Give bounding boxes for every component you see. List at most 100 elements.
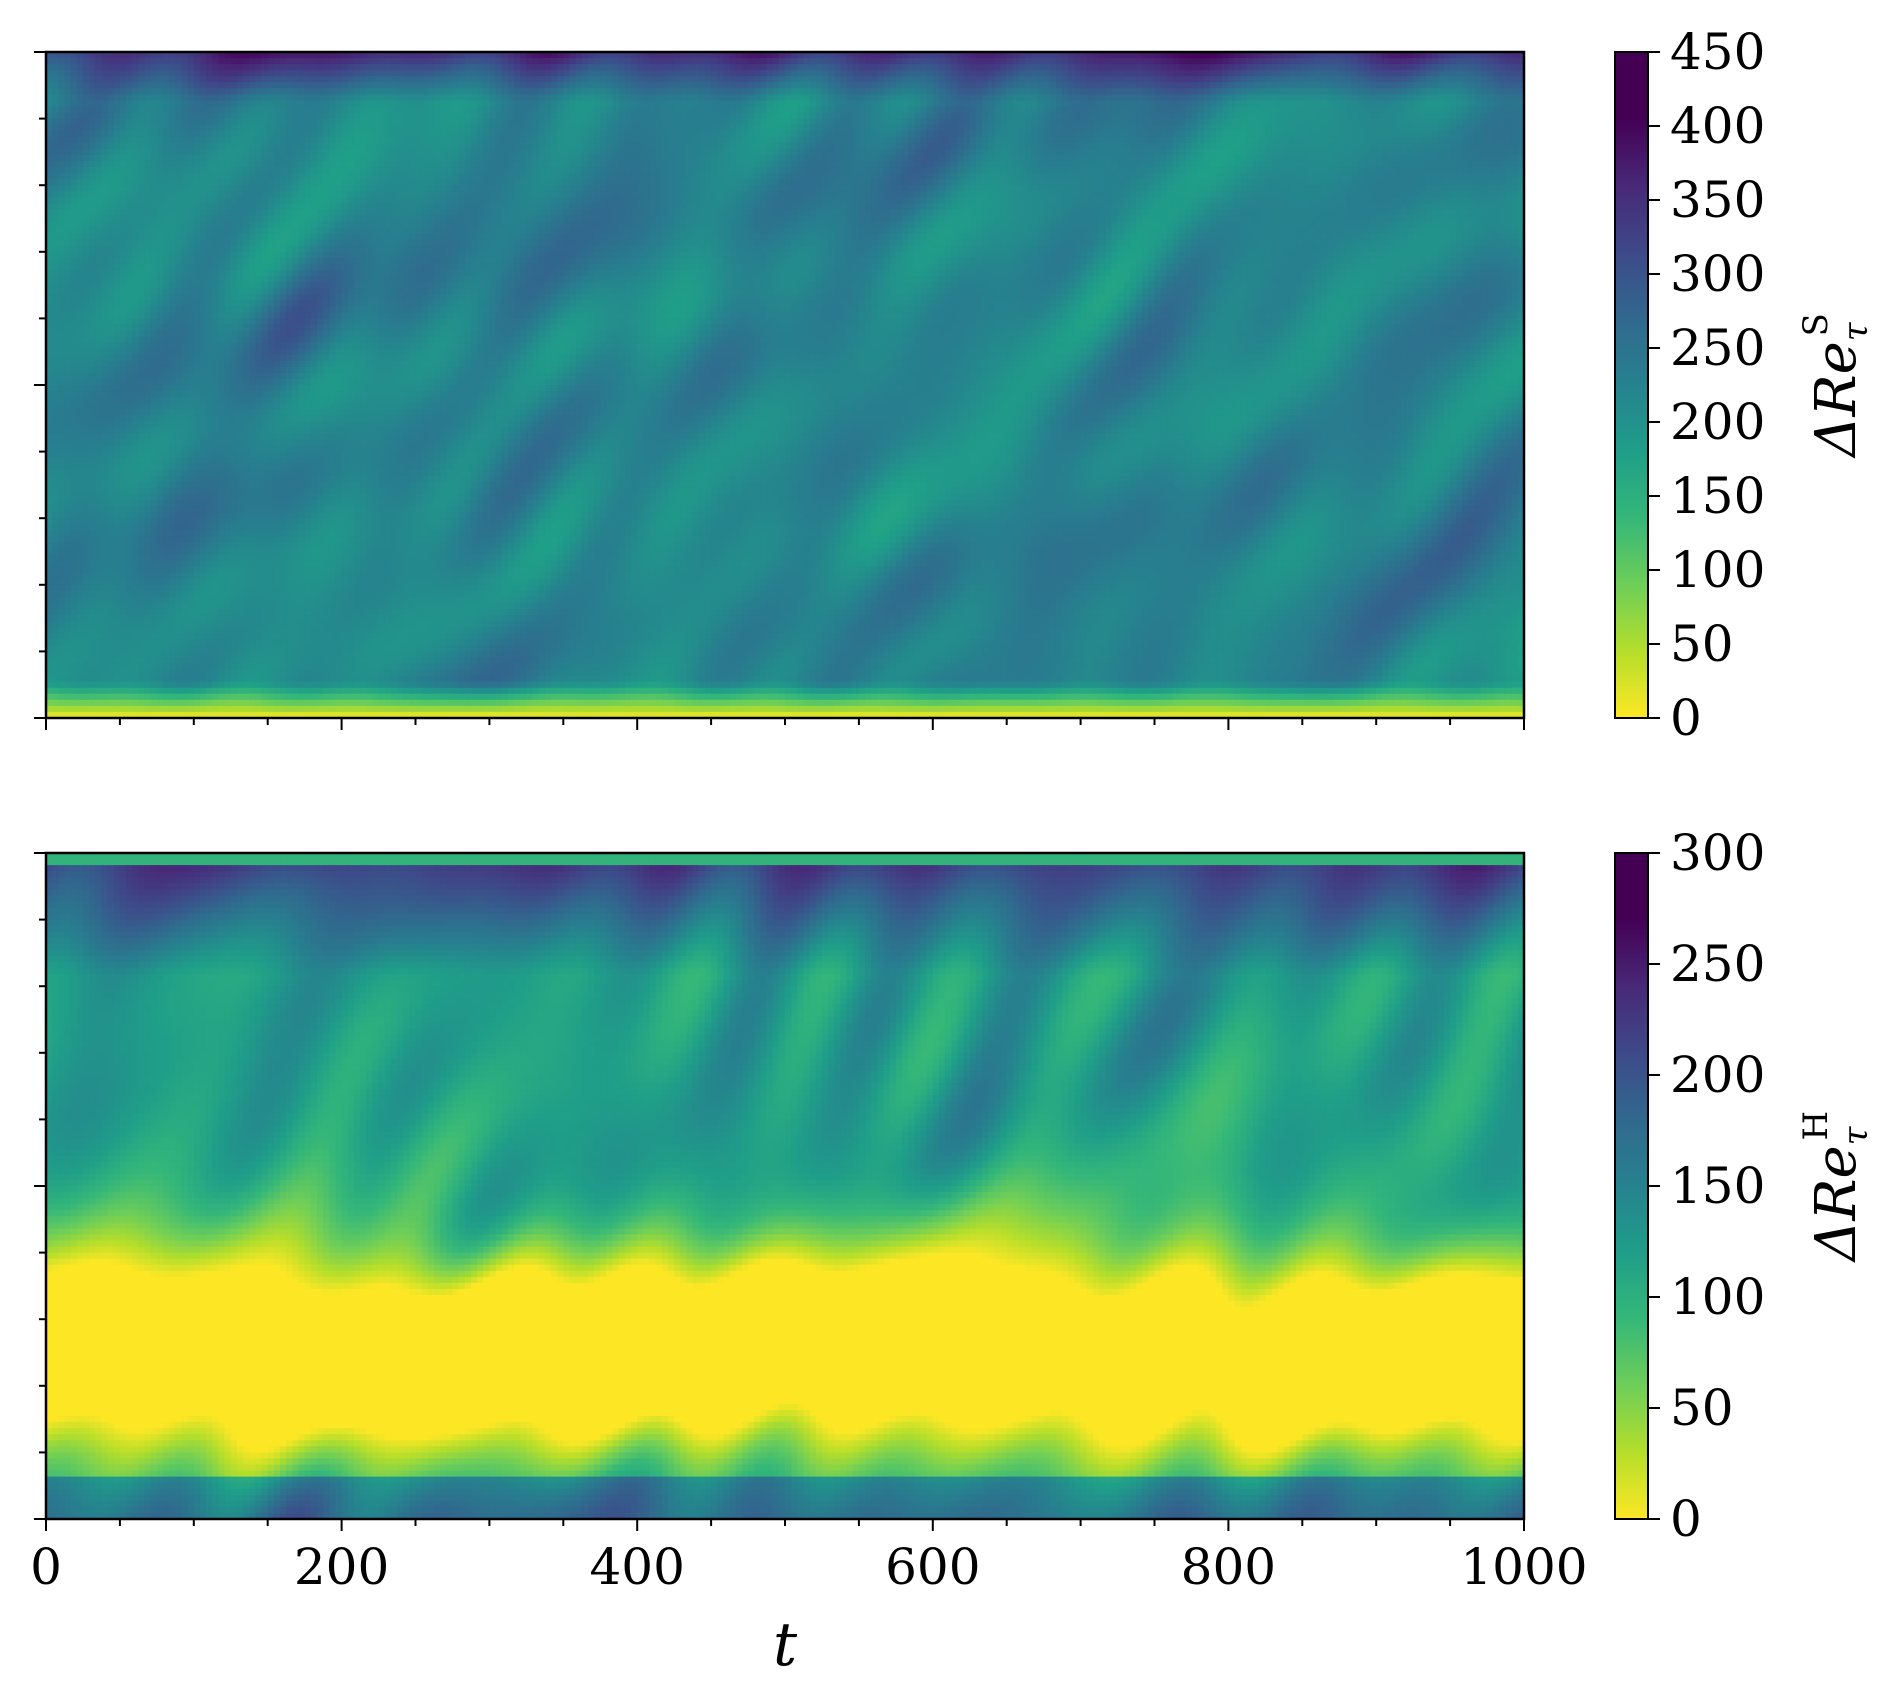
heatmap-cell <box>840 155 847 162</box>
heatmap-cell <box>1345 100 1352 107</box>
heatmap-cell <box>551 88 558 95</box>
heatmap-cell <box>1124 119 1131 126</box>
heatmap-cell <box>1081 119 1088 126</box>
heatmap-cell <box>1333 82 1340 89</box>
heatmap-cell <box>650 76 657 83</box>
top-heatmap-panel <box>34 52 1525 730</box>
heatmap-cell <box>970 137 977 144</box>
heatmap-cell <box>1050 94 1057 101</box>
heatmap-cell <box>1087 161 1094 168</box>
heatmap-cell <box>1315 131 1322 138</box>
heatmap-cell <box>1210 143 1217 150</box>
heatmap-cell <box>908 106 915 113</box>
heatmap-cell <box>489 58 496 65</box>
heatmap-cell <box>120 64 127 71</box>
heatmap-cell <box>391 119 398 126</box>
heatmap-cell <box>1284 76 1291 83</box>
heatmap-cell <box>83 149 90 156</box>
heatmap-cell <box>446 113 453 120</box>
heatmap-cell <box>385 88 392 95</box>
heatmap-cell <box>1389 161 1396 168</box>
heatmap-cell <box>1025 70 1032 77</box>
heatmap-cell <box>1389 94 1396 101</box>
heatmap-cell <box>1419 167 1426 174</box>
heatmap-cell <box>1068 58 1075 65</box>
heatmap-cell <box>1308 64 1315 71</box>
heatmap-cell <box>1352 149 1359 156</box>
heatmap-cell <box>489 100 496 107</box>
heatmap-cell <box>1216 137 1223 144</box>
heatmap-cell <box>175 125 182 132</box>
heatmap-cell <box>613 82 620 89</box>
heatmap-cell <box>114 106 121 113</box>
heatmap-cell <box>212 82 219 89</box>
heatmap-cell <box>416 64 423 71</box>
heatmap-cell <box>169 76 176 83</box>
heatmap-cell <box>58 70 65 77</box>
heatmap-cell <box>225 113 232 120</box>
heatmap-cell <box>1253 125 1260 132</box>
heatmap-cell <box>982 119 989 126</box>
heatmap-cell <box>403 155 410 162</box>
heatmap-cell <box>175 106 182 113</box>
heatmap-cell <box>588 82 595 89</box>
heatmap-cell <box>970 76 977 83</box>
heatmap-cell <box>588 94 595 101</box>
heatmap-cell <box>1247 131 1254 138</box>
heatmap-cell <box>717 64 724 71</box>
heatmap-cell <box>686 125 693 132</box>
heatmap-cell <box>810 64 817 71</box>
heatmap-cell <box>52 143 59 150</box>
heatmap-cell <box>1105 119 1112 126</box>
heatmap-cell <box>1093 113 1100 120</box>
heatmap-cell <box>582 149 589 156</box>
heatmap-cell <box>884 137 891 144</box>
heatmap-cell <box>1469 70 1476 77</box>
heatmap-cell <box>1056 88 1063 95</box>
heatmap-cell <box>803 149 810 156</box>
heatmap-cell <box>58 161 65 168</box>
heatmap-cell <box>533 149 540 156</box>
heatmap-cell <box>822 58 829 65</box>
heatmap-cell <box>1037 82 1044 89</box>
heatmap-cell <box>988 58 995 65</box>
heatmap-cell <box>120 161 127 168</box>
heatmap-cell <box>982 131 989 138</box>
heatmap-cell <box>64 106 71 113</box>
heatmap-cell <box>1118 119 1125 126</box>
heatmap-cell <box>403 143 410 150</box>
heatmap-cell <box>613 161 620 168</box>
heatmap-cell <box>151 94 158 101</box>
heatmap-cell <box>323 173 330 180</box>
heatmap-cell <box>71 113 78 120</box>
heatmap-cell <box>255 70 262 77</box>
heatmap-cell <box>305 94 312 101</box>
heatmap-cell <box>348 94 355 101</box>
heatmap-cell <box>582 64 589 71</box>
heatmap-cell <box>988 137 995 144</box>
heatmap-cell <box>853 137 860 144</box>
heatmap-cell <box>613 88 620 95</box>
heatmap-cell <box>71 155 78 162</box>
heatmap-cell <box>1179 161 1186 168</box>
heatmap-cell <box>625 58 632 65</box>
heatmap-cell <box>403 131 410 138</box>
heatmap-cell <box>656 88 663 95</box>
heatmap-cell <box>1265 143 1272 150</box>
heatmap-cell <box>1056 119 1063 126</box>
heatmap-cell <box>1278 161 1285 168</box>
heatmap-cell <box>754 88 761 95</box>
heatmap-cell <box>1148 58 1155 65</box>
heatmap-cell <box>1352 106 1359 113</box>
heatmap-cell <box>625 149 632 156</box>
heatmap-cell <box>1136 106 1143 113</box>
heatmap-cell <box>594 70 601 77</box>
heatmap-cell <box>1450 125 1457 132</box>
heatmap-cell <box>588 58 595 65</box>
heatmap-cell <box>354 88 361 95</box>
heatmap-cell <box>89 70 96 77</box>
heatmap-cell <box>890 100 897 107</box>
heatmap-cell <box>459 131 466 138</box>
heatmap-cell <box>483 94 490 101</box>
heatmap-cell <box>668 149 675 156</box>
